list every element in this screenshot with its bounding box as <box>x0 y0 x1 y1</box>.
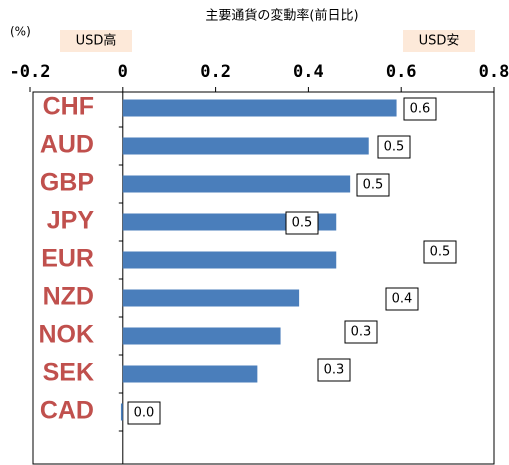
data-label: 0.5 <box>384 140 405 155</box>
plot-area <box>32 91 495 465</box>
bar <box>122 365 258 383</box>
y-tick-label: AUD <box>40 131 94 159</box>
bar <box>122 251 337 269</box>
data-label: 0.6 <box>410 102 431 117</box>
annotation-bg <box>60 30 132 52</box>
data-label: 0.0 <box>134 406 155 421</box>
x-tick-label: 0 <box>118 62 128 82</box>
data-label: 0.5 <box>363 178 384 193</box>
y-tick-label: SEK <box>43 359 94 387</box>
data-label: 0.5 <box>430 245 451 260</box>
y-tick-label: JPY <box>47 207 95 235</box>
data-label: 0.5 <box>292 216 313 231</box>
x-tick-label: -0.2 <box>10 62 51 82</box>
data-label-box <box>385 287 419 311</box>
annotation: USD高 <box>76 33 117 49</box>
y-tick-label: NZD <box>43 283 94 311</box>
data-label: 0.4 <box>392 292 413 307</box>
bar <box>120 403 123 421</box>
data-label: 0.3 <box>351 325 372 340</box>
y-tick-label: CHF <box>43 93 94 121</box>
y-tick-label: GBP <box>40 169 94 197</box>
data-label-box <box>285 211 319 235</box>
unit-label: (%) <box>10 25 31 39</box>
x-tick-label: 0.6 <box>386 62 417 82</box>
x-tick-label: 0.4 <box>293 62 324 82</box>
x-tick-label: 0.8 <box>479 62 509 82</box>
bar <box>122 137 369 155</box>
y-tick-label: CAD <box>40 397 94 425</box>
data-label-box <box>403 97 437 121</box>
bar <box>122 99 397 117</box>
data-label-box <box>127 401 161 425</box>
data-label-box <box>356 173 390 197</box>
chart-title: 主要通貨の変動率(前日比) <box>205 8 358 24</box>
bar <box>122 175 351 193</box>
y-tick-label: NOK <box>38 321 94 349</box>
data-label-box <box>317 358 351 382</box>
data-label-box <box>423 240 457 264</box>
annotation: USD安 <box>419 34 460 49</box>
data-label-box <box>377 135 411 159</box>
data-label-box <box>344 320 378 344</box>
bar <box>122 213 337 231</box>
bar <box>122 289 300 307</box>
annotation-bg <box>403 30 475 52</box>
y-tick-label: EUR <box>41 245 94 273</box>
bar <box>122 327 281 345</box>
data-label: 0.3 <box>324 363 345 378</box>
x-tick-label: 0.2 <box>200 62 231 82</box>
